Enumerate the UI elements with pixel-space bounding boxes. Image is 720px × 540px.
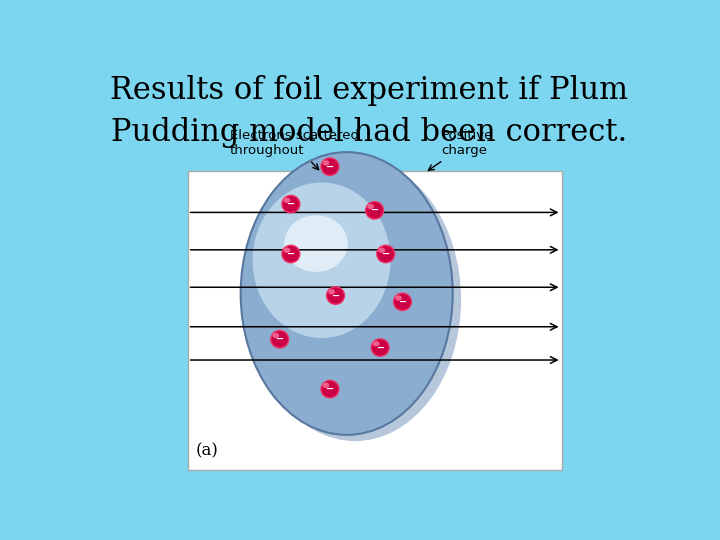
- Ellipse shape: [394, 293, 411, 310]
- Ellipse shape: [367, 204, 374, 210]
- Text: −: −: [287, 249, 295, 259]
- Text: Electrons scattered
throughout: Electrons scattered throughout: [230, 129, 359, 170]
- Text: Pudding model had been correct.: Pudding model had been correct.: [111, 117, 627, 148]
- Ellipse shape: [328, 289, 335, 294]
- Ellipse shape: [379, 247, 385, 253]
- Ellipse shape: [372, 339, 389, 356]
- Bar: [188, 171, 562, 470]
- Ellipse shape: [323, 160, 329, 166]
- Ellipse shape: [366, 201, 384, 219]
- Ellipse shape: [272, 333, 279, 338]
- Text: −: −: [326, 161, 335, 172]
- Text: −: −: [377, 342, 384, 353]
- Text: −: −: [326, 384, 335, 394]
- Ellipse shape: [321, 158, 339, 176]
- Text: −: −: [371, 205, 379, 215]
- Ellipse shape: [327, 287, 344, 305]
- Ellipse shape: [249, 158, 461, 441]
- Ellipse shape: [253, 183, 390, 338]
- Ellipse shape: [282, 195, 300, 213]
- Ellipse shape: [377, 245, 395, 263]
- Ellipse shape: [284, 215, 348, 272]
- Text: Results of foil experiment if Plum: Results of foil experiment if Plum: [110, 75, 628, 106]
- Ellipse shape: [240, 152, 453, 435]
- Ellipse shape: [282, 245, 300, 263]
- Text: −: −: [332, 291, 340, 301]
- Ellipse shape: [373, 341, 379, 347]
- Ellipse shape: [323, 383, 329, 388]
- Ellipse shape: [395, 295, 402, 301]
- Text: (a): (a): [196, 443, 219, 460]
- Ellipse shape: [321, 380, 339, 398]
- Ellipse shape: [284, 247, 290, 253]
- Text: −: −: [287, 199, 295, 209]
- Ellipse shape: [284, 198, 290, 203]
- Text: −: −: [382, 249, 390, 259]
- Text: −: −: [399, 297, 407, 307]
- Ellipse shape: [271, 330, 289, 348]
- Text: −: −: [276, 334, 284, 344]
- Text: Positive
charge: Positive charge: [428, 129, 493, 171]
